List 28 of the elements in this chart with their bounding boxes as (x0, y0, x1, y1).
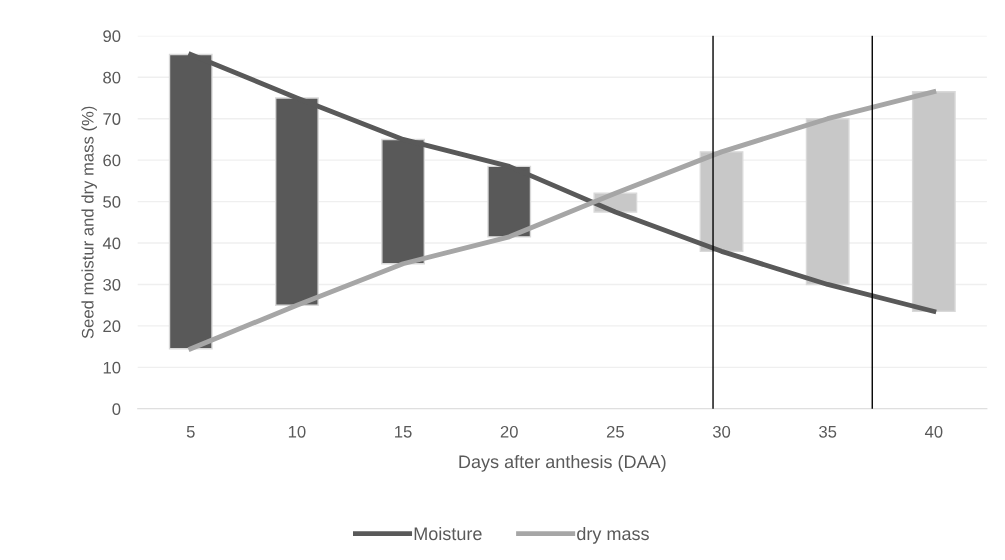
bar (805, 118, 850, 286)
legend-label: dry mass (577, 526, 649, 544)
x-tick-label: 15 (395, 426, 412, 438)
line-series (188, 89, 937, 352)
y-tick-label: 60 (103, 154, 121, 167)
x-tick-label: 20 (500, 425, 518, 438)
y-tick-label: 70 (103, 113, 121, 125)
y-tick-label: 80 (103, 71, 121, 84)
x-tick-label: 25 (606, 425, 624, 438)
bar (911, 91, 956, 313)
y-tick-label: 10 (103, 361, 121, 374)
y-tick-label: 50 (103, 196, 121, 208)
x-tick-label: 40 (924, 425, 943, 438)
x-tick-label: 5 (186, 426, 195, 438)
x-tick-label: 30 (712, 425, 731, 438)
bar (487, 165, 532, 238)
y-tick-label: 20 (103, 320, 121, 333)
y-tick-label: 0 (112, 403, 121, 415)
x-axis-title: Days after anthesis (DAA) (459, 454, 666, 472)
y-tick-label: 90 (103, 30, 121, 43)
x-tick-label: 35 (819, 425, 837, 438)
y-axis-title: Seed moistur and dry mass (%) (81, 106, 97, 339)
y-tick-label: 30 (103, 278, 121, 291)
bar (274, 97, 319, 306)
legend-label: Moisture (414, 526, 482, 541)
bar (381, 138, 425, 265)
x-tick-label: 10 (288, 425, 306, 438)
y-tick-label: 40 (102, 237, 121, 250)
